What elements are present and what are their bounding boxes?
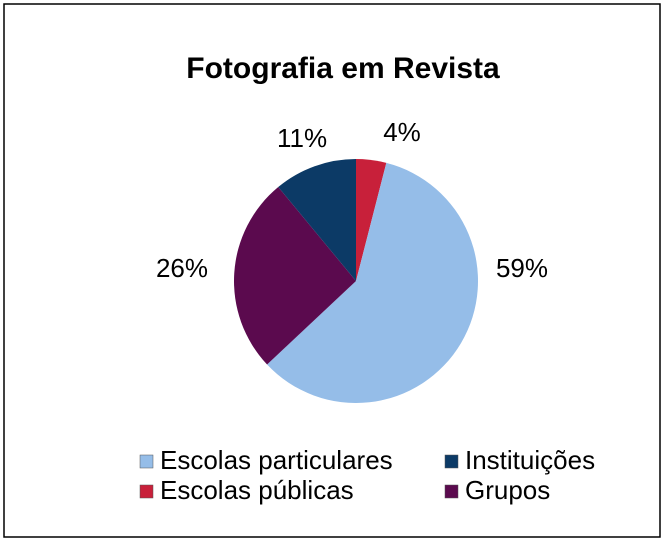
pie-slice [356,159,387,281]
pie-slice [278,159,356,281]
legend-swatch [444,484,459,499]
legend-label: Grupos [465,475,550,505]
data-label: 11% [277,123,327,153]
legend-swatch [139,454,154,469]
data-label: 4% [383,117,421,147]
legend-label: Escolas públicas [160,475,354,505]
pie-slice [234,186,356,365]
pie-slice [267,162,478,403]
legend-swatch [444,454,459,469]
chart-title: Fotografia em Revista [186,52,500,85]
legend-label: Escolas particulares [160,445,393,475]
legend-label: Instituições [465,445,595,475]
legend-swatch [139,484,154,499]
data-label: 26% [156,253,208,283]
data-label: 59% [496,253,548,283]
